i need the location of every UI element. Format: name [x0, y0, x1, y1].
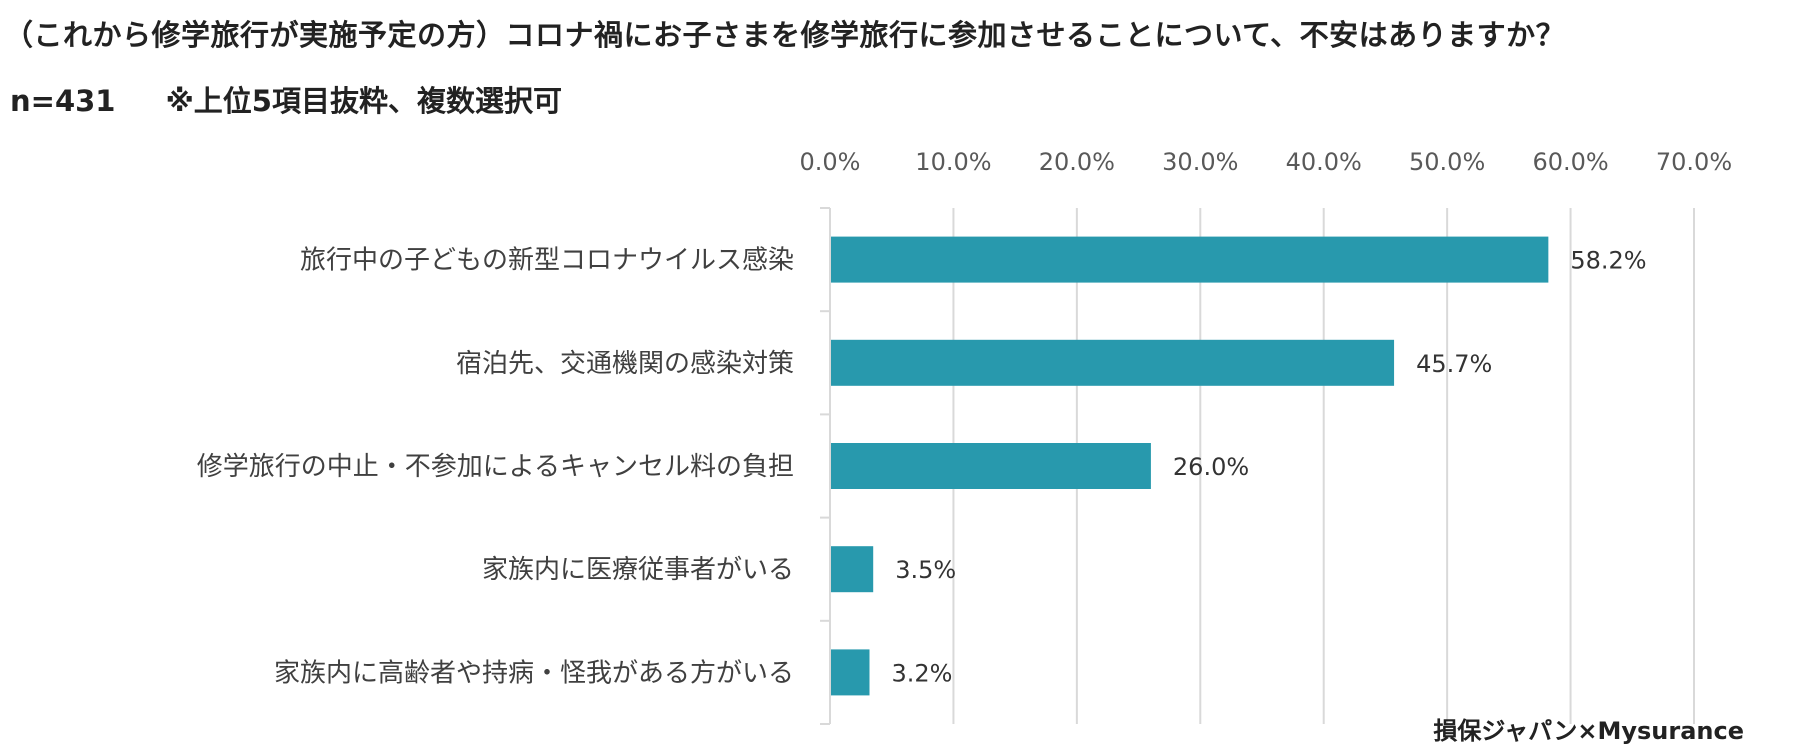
x-tick-label: 0.0%: [800, 148, 861, 176]
category-label: 家族内に高齢者や持病・怪我がある方がいる: [274, 658, 794, 688]
x-tick-label: 40.0%: [1286, 148, 1362, 176]
x-axis-ticks: 0.0% 10.0% 20.0% 30.0% 40.0% 50.0% 60.0% 70.0%: [800, 148, 1733, 176]
bars: [831, 236, 1549, 696]
category-label: 修学旅行の中止・不参加によるキャンセル料の負担: [197, 452, 794, 482]
category-labels: 旅行中の子どもの新型コロナウイルス感染宿泊先、交通機関の感染対策修学旅行の中止・…: [197, 246, 794, 689]
bar: [831, 236, 1549, 283]
gridlines: [820, 207, 1695, 725]
bar: [831, 443, 1151, 489]
x-tick-label: 70.0%: [1656, 148, 1732, 176]
category-label: 家族内に医療従事者がいる: [482, 555, 794, 585]
source-credit: 損保ジャパン×Mysurance: [1433, 717, 1744, 745]
x-tick-label: 10.0%: [915, 148, 991, 176]
data-label: 3.2%: [891, 659, 952, 687]
bar: [831, 649, 870, 696]
x-tick-label: 20.0%: [1039, 148, 1115, 176]
chart-title: （これから修学旅行が実施予定の方）コロナ禍にお子さまを修学旅行に参加させることに…: [4, 18, 1566, 52]
data-labels: 58.2% 45.7% 26.0% 3.5% 3.2%: [891, 247, 1646, 688]
sample-size: n=431: [10, 84, 116, 118]
x-tick-label: 60.0%: [1532, 148, 1608, 176]
chart-subtitle: n=431 ※上位5項目抜粋、複数選択可: [10, 78, 562, 120]
bar: [831, 339, 1395, 386]
bar: [831, 546, 874, 593]
chart-note: ※上位5項目抜粋、複数選択可: [165, 84, 562, 118]
category-label: 旅行中の子どもの新型コロナウイルス感染: [300, 246, 794, 276]
data-label: 3.5%: [895, 556, 956, 584]
data-label: 45.7%: [1416, 350, 1492, 378]
x-tick-label: 30.0%: [1162, 148, 1238, 176]
data-label: 58.2%: [1570, 247, 1646, 275]
x-tick-label: 50.0%: [1409, 148, 1485, 176]
data-label: 26.0%: [1173, 453, 1249, 481]
category-label: 宿泊先、交通機関の感染対策: [456, 349, 794, 379]
